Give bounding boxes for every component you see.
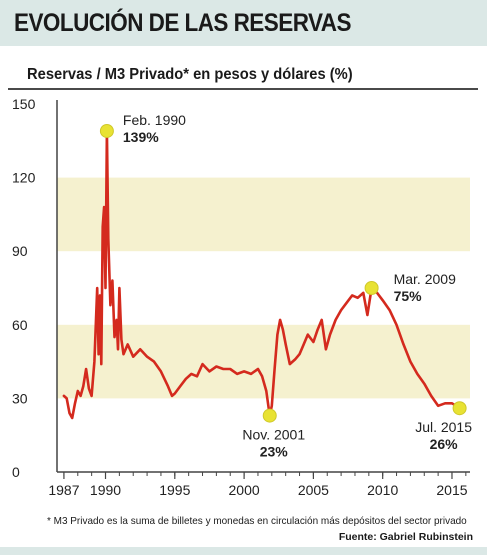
annotation-value-3: 26%	[430, 436, 459, 452]
footnote: * M3 Privado es la suma de billetes y mo…	[47, 515, 467, 527]
annotation-value-0: 139%	[123, 129, 159, 145]
annotation-marker-0	[99, 123, 114, 138]
reserves-line-chart: 0 30 60 90 120 150 1987 1990 1995 2000 2005 2010 20…	[12, 96, 472, 498]
page-title: EVOLUCIÓN DE LAS RESERVAS	[14, 9, 352, 37]
x-tick-label-2010: 2010	[367, 482, 398, 498]
annotation-marker-1	[262, 408, 277, 423]
annotation-value-2: 75%	[394, 288, 423, 304]
title-rule	[8, 88, 478, 90]
y-tick-label-150: 150	[12, 96, 36, 112]
x-tick-label-2005: 2005	[298, 482, 329, 498]
x-tick-label-1995: 1995	[159, 482, 190, 498]
x-tick-label-2000: 2000	[229, 482, 260, 498]
y-tick-label-30: 30	[12, 390, 28, 406]
chart-subtitle: Reservas / M3 Privado* en pesos y dólare…	[27, 66, 353, 83]
series-line-0	[62, 129, 465, 420]
annotation-date-1: Nov. 2001	[242, 427, 305, 443]
x-tick-label-1987: 1987	[48, 482, 79, 498]
annotation-marker-3	[452, 401, 467, 416]
annotation-marker-2	[364, 281, 379, 295]
grid-band-90-120	[57, 177, 470, 252]
y-tick-label-60: 60	[12, 317, 28, 333]
annotation-value-1: 23%	[260, 444, 289, 460]
y-tick-label-120: 120	[12, 170, 36, 186]
source-note: Fuente: Gabriel Rubinstein	[338, 531, 473, 543]
annotation-date-2: Mar. 2009	[394, 271, 456, 287]
x-tick-label-1990: 1990	[90, 482, 121, 498]
title-bar	[0, 0, 487, 46]
y-tick-label-90: 90	[12, 243, 28, 259]
y-tick-label-0: 0	[12, 464, 20, 480]
annotation-date-0: Feb. 1990	[123, 112, 186, 128]
annotation-date-3: Jul. 2015	[415, 419, 472, 435]
bottom-bar	[0, 547, 487, 555]
x-tick-label-2015: 2015	[436, 482, 467, 498]
